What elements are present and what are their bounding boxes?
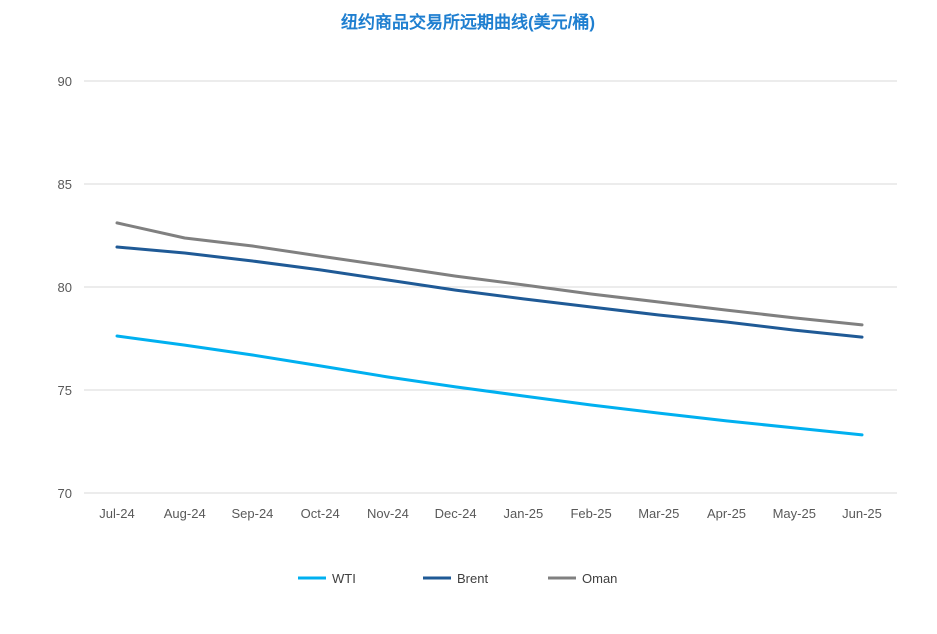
series-line-wti: [115, 334, 864, 437]
x-tick-label: Nov-24: [367, 506, 409, 521]
legend-label: Oman: [582, 571, 617, 586]
series-lines: [115, 221, 864, 437]
y-axis: 70 75 80 85 90: [58, 74, 72, 501]
x-tick-label: Sep-24: [231, 506, 273, 521]
x-tick-label: May-25: [773, 506, 816, 521]
x-tick-label: Feb-25: [570, 506, 611, 521]
chart-title: 纽约商品交易所远期曲线(美元/桶): [341, 12, 595, 32]
x-tick-label: Oct-24: [301, 506, 340, 521]
x-tick-label: Jan-25: [503, 506, 543, 521]
x-tick-label: Jul-24: [99, 506, 134, 521]
gridlines: [84, 80, 897, 494]
series-line-oman: [115, 221, 864, 327]
x-tick-label: Mar-25: [638, 506, 679, 521]
legend: WTI Brent Oman: [298, 571, 617, 586]
y-tick-label: 85: [58, 177, 72, 192]
y-tick-label: 75: [58, 383, 72, 398]
x-tick-label: Apr-25: [707, 506, 746, 521]
series-line-brent: [115, 245, 864, 339]
y-tick-label: 80: [58, 280, 72, 295]
x-axis: Jul-24 Aug-24 Sep-24 Oct-24 Nov-24 Dec-24 Jan-…: [99, 506, 882, 521]
x-tick-label: Aug-24: [164, 506, 206, 521]
y-tick-label: 70: [58, 486, 72, 501]
legend-label: WTI: [332, 571, 356, 586]
x-tick-label: Jun-25: [842, 506, 882, 521]
y-tick-label: 90: [58, 74, 72, 89]
x-tick-label: Dec-24: [435, 506, 477, 521]
legend-label: Brent: [457, 571, 488, 586]
